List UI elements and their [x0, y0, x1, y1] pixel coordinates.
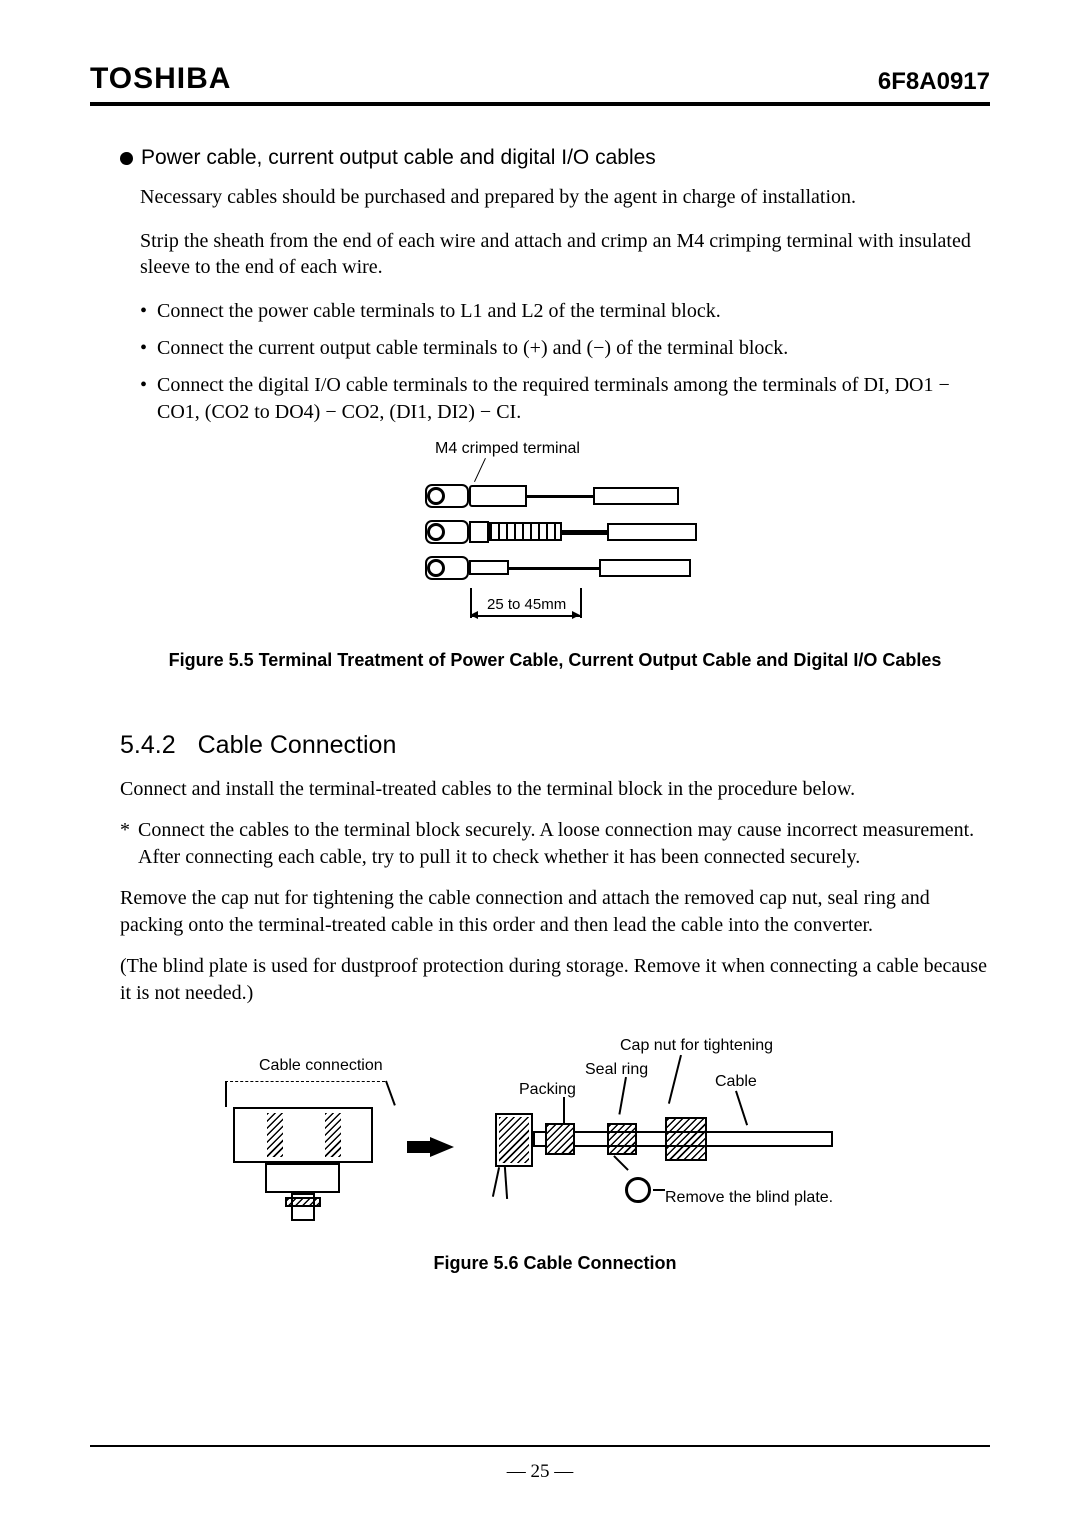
leader-line — [668, 1055, 682, 1104]
figure-label: Cable connection — [259, 1057, 383, 1075]
wire — [492, 1167, 500, 1197]
list-item: Connect the current output cable termina… — [140, 335, 990, 362]
list-text: Connect the current output cable termina… — [157, 335, 788, 362]
leader-line — [474, 458, 486, 482]
arrow-left-icon — [470, 611, 478, 619]
dashed-outline — [225, 1081, 385, 1082]
footer-rule — [90, 1445, 990, 1447]
blind-plate-icon — [625, 1177, 651, 1203]
figure-label: Seal ring — [585, 1061, 648, 1079]
list-text: Connect the digital I/O cable terminals … — [157, 372, 990, 426]
paragraph: Remove the cap nut for tightening the ca… — [120, 885, 990, 939]
dimension-label: 25 to 45mm — [485, 596, 568, 613]
device-body — [233, 1107, 373, 1163]
terminal-row — [425, 520, 685, 550]
document-number: 6F8A0917 — [878, 68, 990, 96]
bullet-dot-icon — [140, 372, 147, 426]
seal-ring — [607, 1123, 637, 1155]
brand-logo: TOSHIBA — [90, 62, 231, 96]
leader-line — [653, 1189, 665, 1191]
page-header: TOSHIBA 6F8A0917 — [90, 62, 990, 100]
hatch-icon — [499, 1117, 529, 1163]
device-body — [265, 1163, 340, 1193]
paragraph: Strip the sheath from the end of each wi… — [140, 228, 990, 280]
arrow-shaft — [407, 1141, 431, 1153]
figure-label: Remove the blind plate. — [665, 1189, 833, 1207]
bullet-heading: Power cable, current output cable and di… — [120, 146, 990, 170]
leader-line — [735, 1091, 748, 1126]
terminal-row — [425, 556, 685, 586]
list-item: Connect the digital I/O cable terminals … — [140, 372, 990, 426]
terminal-row — [425, 484, 685, 514]
gland-nut — [285, 1197, 321, 1207]
bullet-dot-icon — [140, 298, 147, 325]
leader-line — [618, 1077, 626, 1115]
arrow-right-icon — [572, 611, 580, 619]
figure-5-6: Cap nut for tightening Seal ring Packing… — [205, 1037, 905, 1247]
section-number: 5.4.2 — [120, 731, 176, 760]
asterisk-icon: * — [120, 817, 130, 871]
figure-label: Cap nut for tightening — [620, 1037, 773, 1055]
figure-5-6-caption: Figure 5.6 Cable Connection — [120, 1253, 990, 1274]
arrow-right-icon — [430, 1137, 454, 1157]
hatch-icon — [325, 1113, 341, 1157]
bullet-title: Power cable, current output cable and di… — [141, 146, 656, 170]
section-heading: 5.4.2 Cable Connection — [120, 731, 990, 760]
note: * Connect the cables to the terminal blo… — [120, 817, 990, 871]
figure-5-5-caption: Figure 5.5 Terminal Treatment of Power C… — [120, 650, 990, 671]
note-text: Connect the cables to the terminal block… — [138, 817, 990, 871]
section-title: Cable Connection — [198, 731, 397, 760]
bullet-icon — [120, 152, 133, 165]
bullet-dot-icon — [140, 335, 147, 362]
sub-bullet-list: Connect the power cable terminals to L1 … — [140, 298, 990, 426]
figure-label: Cable — [715, 1073, 757, 1091]
cap-nut — [665, 1117, 707, 1161]
figure-label: Packing — [519, 1081, 576, 1099]
dimension-line — [470, 615, 582, 617]
list-text: Connect the power cable terminals to L1 … — [157, 298, 721, 325]
leader-line — [613, 1155, 629, 1171]
page-number: — 25 — — [0, 1461, 1080, 1483]
list-item: Connect the power cable terminals to L1 … — [140, 298, 990, 325]
hatch-icon — [267, 1113, 283, 1157]
content: Power cable, current output cable and di… — [90, 106, 990, 1274]
figure-5-5: M4 crimped terminal — [405, 440, 705, 640]
paragraph: (The blind plate is used for dustproof p… — [120, 953, 990, 1007]
packing — [545, 1123, 575, 1155]
paragraph: Connect and install the terminal-treated… — [120, 776, 990, 803]
paragraph: Necessary cables should be purchased and… — [140, 184, 990, 210]
dimension-tick — [580, 588, 582, 618]
figure-label: M4 crimped terminal — [435, 440, 580, 458]
wire — [504, 1167, 508, 1199]
